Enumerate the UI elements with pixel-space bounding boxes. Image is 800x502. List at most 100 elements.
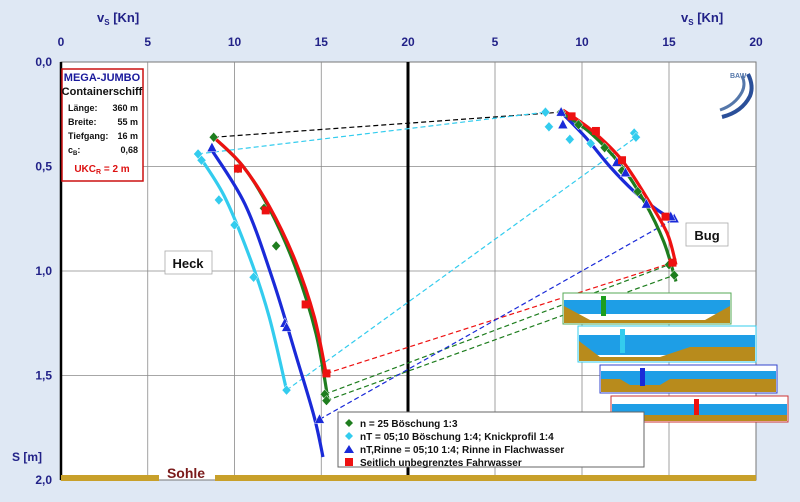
x-tick-label: 20	[401, 35, 415, 49]
heck-label-box	[164, 250, 213, 275]
info-row-value: 55 m	[117, 117, 138, 127]
connector-line	[213, 111, 562, 138]
connector-line	[197, 111, 546, 155]
grid-lines	[59, 62, 756, 480]
info-row-label: Länge:	[68, 103, 98, 113]
info-row-label: cB:	[68, 145, 80, 157]
heck-fit-curve	[208, 146, 325, 458]
data-point	[599, 142, 610, 154]
connector-line	[324, 264, 670, 395]
cross-section-3	[599, 364, 778, 394]
cross-section-2	[577, 325, 757, 363]
sohle-band	[61, 475, 756, 481]
x-axis-title-right: vS [Kn]	[681, 10, 723, 27]
legend-label: nT,Rinne = 05;10 1:4; Rinne in Flachwass…	[360, 445, 564, 456]
x-tick-label: 15	[315, 35, 329, 49]
data-point	[208, 131, 219, 143]
info-row-label: Breite:	[68, 117, 97, 127]
data-point	[620, 166, 631, 178]
data-point	[196, 154, 207, 166]
x-tick-label: 10	[575, 35, 589, 49]
data-point	[281, 321, 292, 332]
bug-label: Bug	[694, 228, 719, 243]
legend-marker	[345, 419, 353, 427]
data-point	[540, 106, 551, 118]
x-axis-title-left: vS [Kn]	[97, 10, 139, 27]
data-point	[555, 106, 567, 117]
data-point	[669, 269, 680, 281]
legend-marker	[344, 445, 354, 453]
y-tick-label: 1,5	[35, 369, 52, 383]
data-point	[631, 131, 641, 143]
connector-line	[326, 262, 673, 374]
heck-fit-curve	[194, 151, 289, 391]
y-tick-label: 0,5	[35, 160, 52, 174]
y-ticks: 0,0 0,5 1,0 1,5 2,0	[35, 55, 52, 487]
info-row-value: 0,68	[120, 145, 138, 155]
x-tick-label: 15	[662, 35, 676, 49]
bug-fit-curve	[561, 108, 678, 266]
data-point	[567, 112, 576, 121]
x-tick-label: 5	[144, 35, 151, 49]
data-point	[281, 384, 292, 396]
data-point	[301, 300, 310, 309]
bug-label-box	[685, 222, 729, 247]
data-point	[573, 119, 584, 131]
legend-label: Seitlich unbegrenztes Fahrwasser	[360, 458, 522, 469]
sohle-segment	[215, 475, 756, 481]
legend: n = 25 Böschung 1:3 nT = 05;10 Böschung …	[337, 411, 645, 469]
y-tick-label: 1,0	[35, 264, 52, 278]
data-point	[564, 133, 575, 145]
data-point	[248, 271, 259, 283]
data-point	[214, 194, 224, 206]
info-row-value: 360 m	[112, 103, 138, 113]
x-tick-label: 0	[58, 35, 65, 49]
bug-fit-curve	[560, 110, 678, 282]
legend-label: nT = 05;10 Böschung 1:4; Knickprofil 1:4	[360, 432, 554, 443]
bug-fit-curve	[559, 111, 676, 223]
logo-text: BAW	[730, 73, 747, 80]
info-title: MEGA-JUMBO	[64, 72, 141, 84]
y-tick-label: 2,0	[35, 473, 52, 487]
info-subtitle: Containerschiff	[62, 86, 143, 98]
data-point	[229, 219, 240, 231]
info-row-value: 16 m	[117, 131, 138, 141]
legend-marker	[345, 458, 353, 466]
data-point	[661, 212, 670, 221]
info-row-label: Tiefgang:	[68, 131, 108, 141]
data-point	[632, 186, 643, 197]
y-axis-title: S [m]	[12, 450, 42, 464]
info-ukc: UKCR = 2 m	[74, 164, 129, 176]
data-point	[321, 395, 332, 406]
fit-curves	[194, 108, 678, 458]
legend-label: n = 25 Böschung 1:3	[360, 419, 458, 430]
data-point	[585, 138, 596, 149]
x-tick-label: 20	[749, 35, 763, 49]
data-point	[591, 126, 600, 135]
connector-line	[319, 218, 675, 420]
data-point	[261, 206, 270, 215]
data-point	[206, 141, 218, 152]
sohle-label: Sohle	[167, 465, 205, 481]
data-point	[271, 240, 281, 252]
x-tick-label: 10	[228, 35, 242, 49]
legend-marker	[345, 432, 353, 440]
data-point	[314, 413, 325, 424]
cross-section-1	[562, 292, 732, 325]
data-point	[668, 258, 677, 267]
data-points	[193, 106, 680, 424]
data-point	[544, 121, 554, 133]
x-tick-label: 5	[492, 35, 499, 49]
heck-label: Heck	[172, 256, 204, 271]
data-point	[557, 118, 569, 129]
baw-logo: BAW	[718, 67, 754, 119]
data-point	[233, 164, 242, 173]
y-tick-label: 0,0	[35, 55, 52, 69]
data-point	[640, 198, 652, 209]
ship-info-box: MEGA-JUMBO Containerschiff Länge: 360 m …	[61, 68, 144, 182]
heck-fit-curve	[212, 136, 329, 376]
sohle-segment	[61, 475, 159, 481]
x-ticks-left: 0 5 10 15 20	[58, 35, 415, 49]
